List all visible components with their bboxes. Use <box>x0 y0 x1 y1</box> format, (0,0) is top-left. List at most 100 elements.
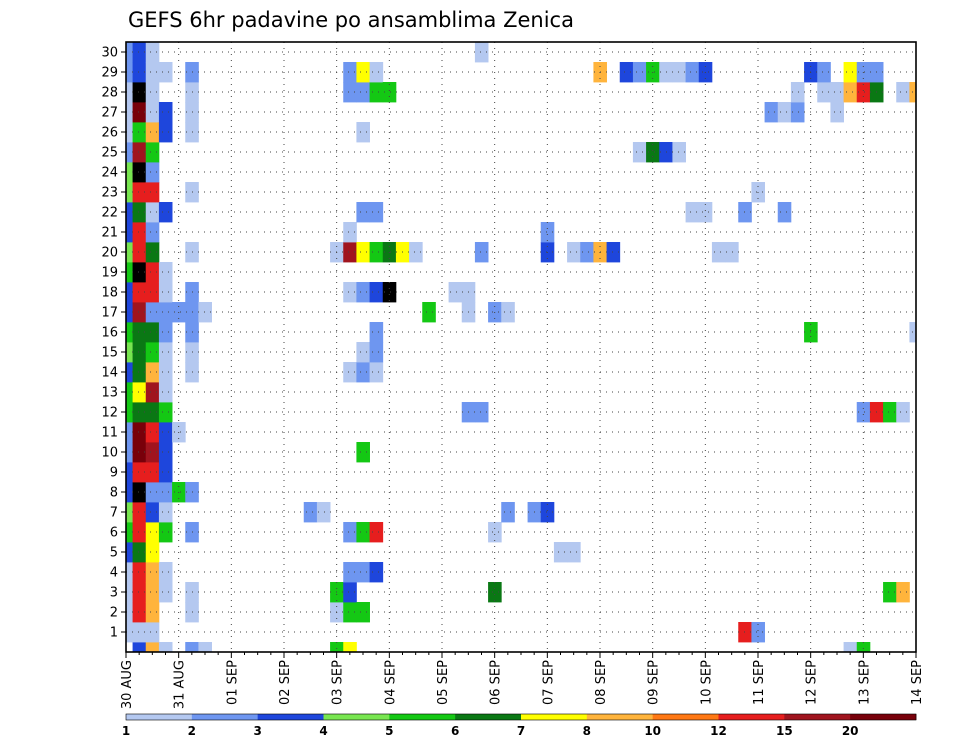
heatmap-cell <box>856 642 871 653</box>
heatmap-cell <box>356 282 370 303</box>
heatmap-cell <box>126 102 133 123</box>
heatmap-cell <box>448 282 463 303</box>
heatmap-cell <box>369 82 384 103</box>
heatmap-cell <box>126 142 133 163</box>
x-tick-label: 02 SEP <box>278 660 293 705</box>
heatmap-cell <box>126 202 133 223</box>
heatmap-cell <box>132 202 147 223</box>
legend-label: 10 <box>644 724 661 738</box>
heatmap-cell <box>856 82 871 103</box>
heatmap-cell <box>132 402 147 423</box>
heatmap-cell <box>185 642 199 653</box>
heatmap-cell <box>126 462 133 483</box>
heatmap-cell <box>132 282 147 303</box>
heatmap-cell <box>356 602 370 623</box>
y-tick-label: 3 <box>110 586 118 601</box>
heatmap-cell <box>126 62 133 83</box>
heatmap-cell <box>145 562 160 583</box>
legend-label: 7 <box>517 724 525 738</box>
legend-color-swatch <box>521 714 588 720</box>
heatmap-cell <box>145 622 160 643</box>
x-tick-label: 06 SEP <box>489 660 504 705</box>
heatmap-cell <box>145 142 160 163</box>
heatmap-cell <box>540 502 555 523</box>
heatmap-cell <box>158 62 173 83</box>
y-tick-label: 28 <box>101 86 118 101</box>
legend-label: 15 <box>776 724 793 738</box>
heatmap-cell <box>126 402 133 423</box>
heatmap-cell <box>132 362 147 383</box>
heatmap-cell <box>343 602 357 623</box>
x-axis: 30 AUG 31 AUG 01 SEP 02 SEP 03 SEP 04 SEP 05 S… <box>120 652 925 709</box>
x-tick-label: 13 SEP <box>857 660 872 705</box>
legend-color-swatch <box>323 714 390 720</box>
heatmap-cell <box>369 322 384 343</box>
heatmap-cell <box>126 322 133 343</box>
heatmap-cell <box>725 242 739 263</box>
heatmap-cell <box>158 202 173 223</box>
y-tick-label: 12 <box>101 406 118 421</box>
heatmap-cell <box>330 642 344 653</box>
x-tick-label: 14 SEP <box>910 660 925 705</box>
x-tick-label: 01 SEP <box>225 660 240 705</box>
x-tick-label: 11 SEP <box>752 660 767 705</box>
heatmap-cell <box>126 42 133 63</box>
heatmap-cell <box>646 142 660 163</box>
x-tick-label: 08 SEP <box>594 660 609 705</box>
y-tick-label: 17 <box>101 306 118 321</box>
heatmap-cell <box>132 162 147 183</box>
heatmap-cell <box>132 342 147 363</box>
heatmap-cell <box>158 562 173 583</box>
y-tick-label: 26 <box>101 126 118 141</box>
heatmap-cell <box>158 502 173 523</box>
x-tick-label: 30 AUG <box>120 660 135 709</box>
heatmap-cell <box>698 202 713 223</box>
heatmap-cell <box>132 482 147 503</box>
heatmap-cell <box>132 602 147 623</box>
heatmap-cell <box>158 462 173 483</box>
heatmap-cell <box>817 62 831 83</box>
heatmap-cell <box>145 182 160 203</box>
heatmap-cell <box>126 522 133 543</box>
heatmap-cell <box>145 262 160 283</box>
y-tick-label: 25 <box>101 146 118 161</box>
heatmap-cell <box>738 622 752 643</box>
heatmap-cell <box>198 302 212 323</box>
legend-color-swatch <box>652 714 719 720</box>
heatmap-cell <box>896 82 910 103</box>
x-tick-label: 03 SEP <box>331 660 346 705</box>
x-tick-label: 31 AUG <box>173 660 188 709</box>
heatmap-cell <box>132 322 147 343</box>
heatmap-cell <box>369 202 384 223</box>
heatmap-cell <box>126 282 133 303</box>
heatmap-cell <box>132 442 147 463</box>
y-tick-label: 21 <box>101 226 118 241</box>
heatmap-cell <box>145 642 160 653</box>
x-tick-label: 05 SEP <box>436 660 451 705</box>
legend-color-swatch <box>126 714 193 720</box>
heatmap-cell <box>158 342 173 363</box>
y-tick-label: 2 <box>110 606 118 621</box>
heatmap-cell <box>145 102 160 123</box>
heatmap-cell <box>830 102 844 123</box>
heatmap-cell <box>672 142 686 163</box>
heatmap-cell <box>158 362 173 383</box>
heatmap-cell <box>843 62 858 83</box>
y-tick-label: 24 <box>101 166 118 181</box>
heatmap-cell <box>132 262 147 283</box>
heatmap-cell <box>145 122 160 143</box>
heatmap-cell <box>883 582 897 603</box>
heatmap-cell <box>356 122 370 143</box>
heatmap-cell <box>158 482 173 503</box>
heatmap-cell <box>126 362 133 383</box>
heatmap-cell <box>132 42 147 63</box>
heatmap-cell <box>126 262 133 283</box>
heatmap-cell <box>126 122 133 143</box>
heatmap-cell <box>580 242 594 263</box>
y-axis: 1234567891011121314151617181920212223242… <box>101 46 126 641</box>
heatmap-cell <box>145 602 160 623</box>
heatmap-cell <box>132 242 147 263</box>
heatmap-cell <box>126 162 133 183</box>
heatmap-cell <box>126 482 133 503</box>
heatmap-cell <box>790 82 805 103</box>
